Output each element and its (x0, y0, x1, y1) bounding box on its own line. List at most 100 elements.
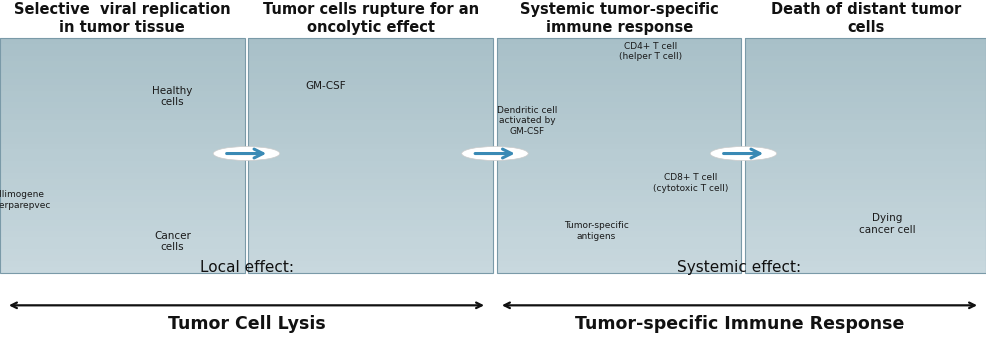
Bar (248, 214, 493, 220)
Bar (248, 85, 493, 91)
Bar (248, 102, 493, 108)
Bar (0, 267, 245, 273)
Bar (248, 79, 493, 85)
Bar (0, 138, 245, 144)
Bar (497, 73, 741, 79)
Bar (745, 73, 986, 79)
Bar (745, 50, 986, 56)
Bar (497, 220, 741, 226)
Bar (745, 108, 986, 114)
Bar (0, 249, 245, 255)
Bar (0, 231, 245, 237)
Bar (745, 237, 986, 243)
Bar (248, 231, 493, 237)
Bar (745, 61, 986, 67)
Text: Tumor-specific Immune Response: Tumor-specific Immune Response (575, 315, 904, 333)
Bar (745, 214, 986, 220)
Bar (497, 132, 741, 138)
Bar (248, 67, 493, 73)
Bar (497, 138, 741, 144)
Bar (248, 208, 493, 214)
Bar (0, 85, 245, 91)
Bar (497, 44, 741, 50)
Bar (248, 267, 493, 273)
Bar (497, 97, 741, 102)
Bar (0, 155, 245, 161)
Bar (497, 61, 741, 67)
Bar (745, 132, 986, 138)
Bar (0, 237, 245, 243)
Bar (497, 149, 741, 155)
Bar (497, 167, 741, 173)
Bar (0, 114, 245, 120)
Bar (745, 56, 986, 61)
Bar (0, 161, 245, 167)
Bar (497, 56, 741, 61)
Bar (248, 202, 493, 208)
Bar (248, 149, 493, 155)
Bar (497, 120, 741, 126)
Bar (497, 202, 741, 208)
Text: Tumor-specific
antigens: Tumor-specific antigens (564, 221, 629, 241)
Bar (745, 173, 986, 179)
Bar (745, 120, 986, 126)
Bar (745, 249, 986, 255)
Ellipse shape (710, 147, 777, 160)
Bar (0, 214, 245, 220)
Bar (745, 85, 986, 91)
Bar (0, 190, 245, 196)
Bar (745, 261, 986, 267)
Bar (0, 91, 245, 97)
Bar (0, 126, 245, 132)
Bar (248, 44, 493, 50)
Bar (497, 243, 741, 249)
Bar (745, 231, 986, 237)
Bar (0, 56, 245, 61)
Bar (248, 120, 493, 126)
Bar (497, 173, 741, 179)
Bar (745, 208, 986, 214)
Text: tallimogene
laherparepvec: tallimogene laherparepvec (0, 190, 50, 210)
Bar (745, 155, 986, 161)
Bar (497, 108, 741, 114)
Bar (0, 67, 245, 73)
Ellipse shape (213, 147, 280, 160)
Bar (497, 79, 741, 85)
Bar (745, 149, 986, 155)
Bar (497, 226, 741, 231)
Bar (497, 161, 741, 167)
Bar (745, 138, 986, 144)
Bar (497, 261, 741, 267)
Text: GM-CSF: GM-CSF (305, 81, 346, 91)
Bar (0, 38, 245, 44)
Bar (0, 185, 245, 190)
Bar (0, 208, 245, 214)
Bar (497, 231, 741, 237)
Bar (248, 173, 493, 179)
Bar (248, 220, 493, 226)
Text: Tumor Cell Lysis: Tumor Cell Lysis (168, 315, 325, 333)
Bar (248, 144, 493, 149)
Bar (248, 114, 493, 120)
Bar (0, 102, 245, 108)
Bar (248, 38, 493, 273)
Text: Dying
cancer cell: Dying cancer cell (859, 214, 916, 235)
Bar (0, 226, 245, 231)
Bar (0, 50, 245, 56)
Bar (248, 226, 493, 231)
Bar (497, 190, 741, 196)
Bar (497, 196, 741, 202)
Bar (745, 226, 986, 231)
Bar (745, 126, 986, 132)
Bar (497, 102, 741, 108)
Bar (248, 91, 493, 97)
Bar (0, 44, 245, 50)
Bar (745, 190, 986, 196)
Bar (0, 144, 245, 149)
Bar (497, 38, 741, 273)
Bar (745, 97, 986, 102)
Bar (497, 126, 741, 132)
Bar (248, 155, 493, 161)
Bar (0, 38, 245, 273)
Bar (745, 167, 986, 173)
